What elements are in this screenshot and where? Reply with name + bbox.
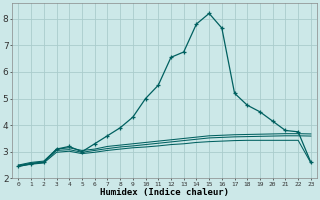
X-axis label: Humidex (Indice chaleur): Humidex (Indice chaleur) — [100, 188, 229, 197]
